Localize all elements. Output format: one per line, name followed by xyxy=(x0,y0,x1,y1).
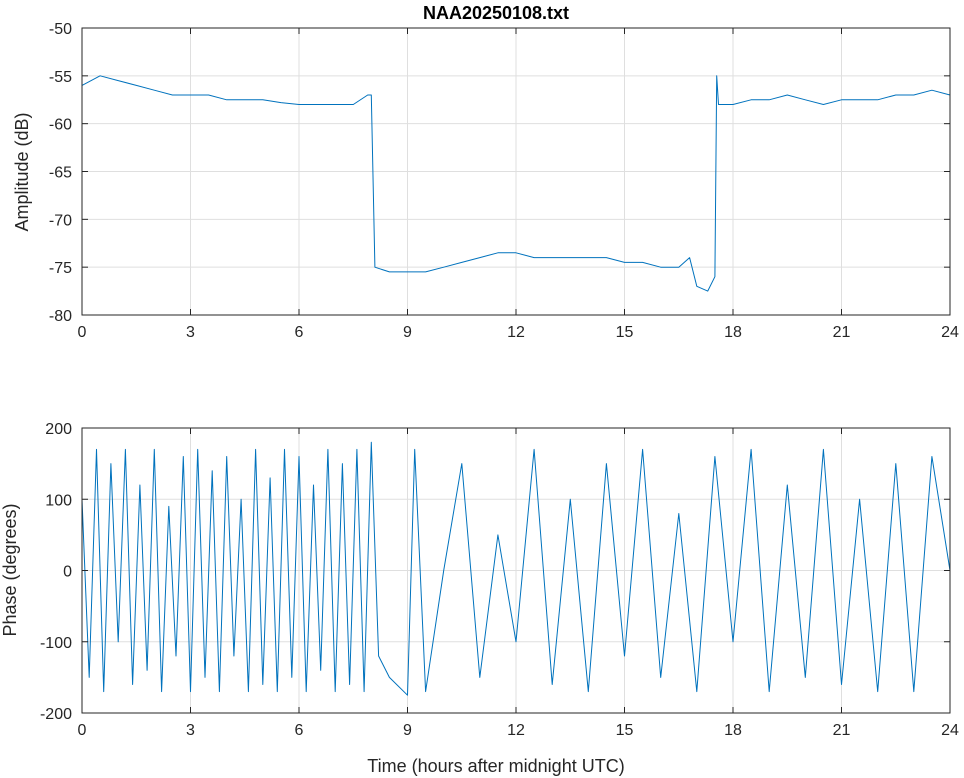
amplitude-x-tick-label: 21 xyxy=(833,324,851,341)
amplitude-x-tick-label: 6 xyxy=(295,324,304,341)
amplitude-ticks: 0 3 6 9 12 15 18 21 24 -50 -55 -60 -65 -70 -75 -80 xyxy=(49,21,959,341)
amplitude-x-tick-label: 18 xyxy=(724,324,742,341)
amplitude-x-tick-label: 15 xyxy=(616,324,634,341)
amplitude-grid xyxy=(81,27,951,316)
amplitude-y-tick-label: -65 xyxy=(49,165,72,182)
amplitude-x-tick-label: 12 xyxy=(507,324,525,341)
amplitude-x-tick-label: 3 xyxy=(186,324,195,341)
amplitude-y-tick-label: -55 xyxy=(49,69,72,86)
phase-y-tick-label: -100 xyxy=(40,635,72,652)
phase-x-tick-label: 9 xyxy=(403,722,412,739)
phase-x-tick-label: 18 xyxy=(724,722,742,739)
amplitude-y-tick-label: -50 xyxy=(49,21,72,38)
amplitude-axes: 0 3 6 9 12 15 18 21 24 -50 -55 -60 -65 -70 -75 -80 Ampl… xyxy=(12,21,959,341)
amplitude-y-tick-label: -75 xyxy=(49,260,72,277)
amplitude-y-tick-label: -70 xyxy=(49,212,72,229)
amplitude-y-tick-label: -60 xyxy=(49,117,72,134)
amplitude-y-axis-label: Amplitude (dB) xyxy=(12,112,32,231)
phase-series-line xyxy=(81,441,951,696)
amplitude-series xyxy=(81,75,951,292)
phase-x-tick-label: 3 xyxy=(186,722,195,739)
amplitude-x-tick-label: 9 xyxy=(403,324,412,341)
phase-x-tick-label: 0 xyxy=(78,722,87,739)
phase-series xyxy=(81,441,951,696)
phase-y-tick-label: 0 xyxy=(63,564,72,581)
phase-y-tick-label: -200 xyxy=(40,706,72,723)
figure-title: NAA20250108.txt xyxy=(423,3,569,23)
phase-x-tick-label: 21 xyxy=(833,722,851,739)
amplitude-x-tick-label: 0 xyxy=(78,324,87,341)
phase-y-tick-label: 100 xyxy=(45,492,72,509)
amplitude-series-line xyxy=(81,75,951,292)
phase-axes: 0 3 6 9 12 15 18 21 24 200 100 0 -100 -200 Phase (deg… xyxy=(0,421,959,776)
phase-x-tick-label: 6 xyxy=(295,722,304,739)
phase-x-tick-label: 12 xyxy=(507,722,525,739)
amplitude-x-tick-label: 24 xyxy=(941,324,959,341)
amplitude-y-tick-label: -80 xyxy=(49,308,72,325)
phase-x-tick-label: 15 xyxy=(616,722,634,739)
phase-y-tick-label: 200 xyxy=(45,421,72,438)
phase-y-axis-label: Phase (degrees) xyxy=(0,503,20,636)
phase-ticks: 0 3 6 9 12 15 18 21 24 200 100 0 -100 -200 xyxy=(40,421,959,739)
phase-x-axis-label: Time (hours after midnight UTC) xyxy=(367,756,624,776)
phase-x-tick-label: 24 xyxy=(941,722,959,739)
